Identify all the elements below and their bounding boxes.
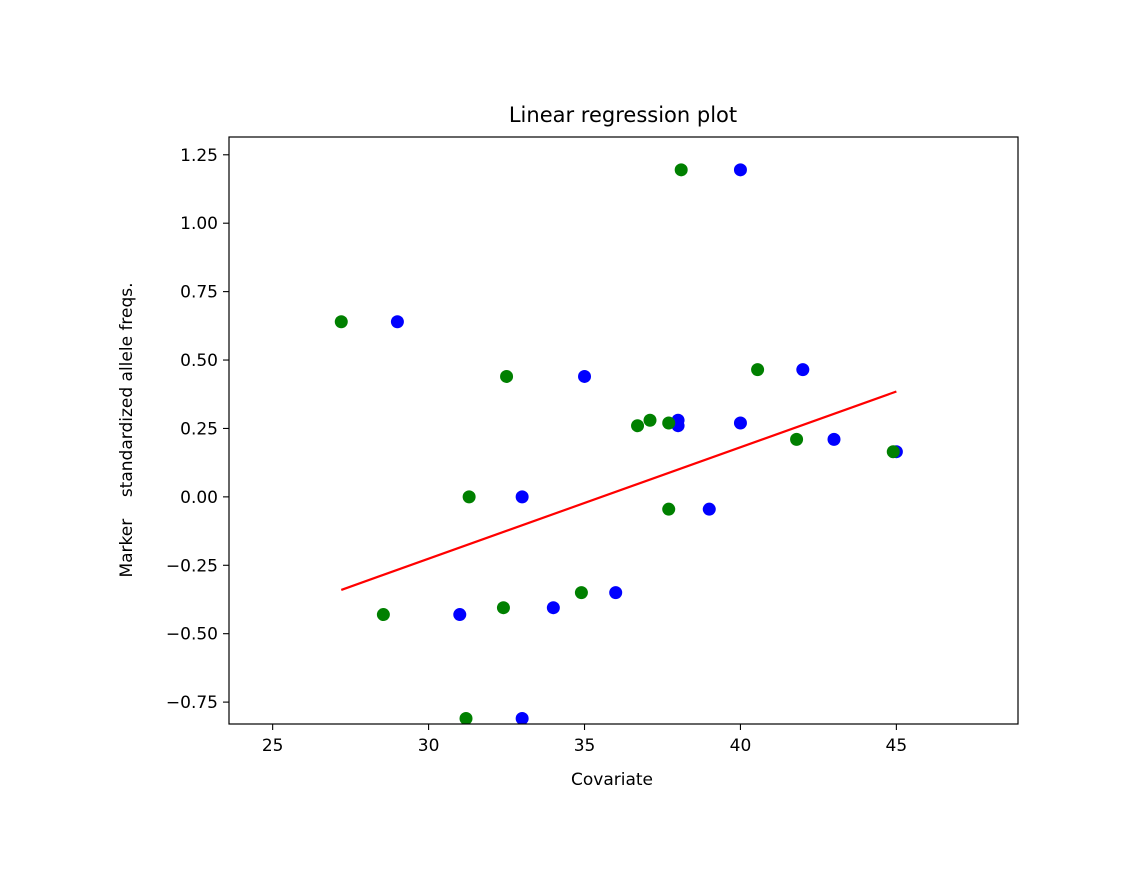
y-tick-label: −0.50 [166, 625, 218, 645]
series-1-point [546, 601, 560, 615]
x-tick-label: 25 [262, 736, 284, 756]
series-1-point [578, 369, 592, 383]
x-tick-label: 45 [886, 736, 908, 756]
y-tick-label: −0.75 [166, 693, 218, 713]
series-2-point [462, 490, 476, 504]
y-axis-title: Marker standardized allele freqs. [117, 282, 137, 577]
series-1-point [515, 712, 529, 724]
series-1-point [390, 315, 404, 329]
series-1-point [515, 490, 529, 504]
x-tick-label: 40 [730, 736, 752, 756]
x-axis-title: Covariate [571, 770, 653, 790]
series-2-point [886, 445, 900, 459]
plot-area-frame [228, 136, 1019, 725]
y-tick-label: 1.00 [180, 214, 218, 234]
series-2-point [334, 315, 348, 329]
series-1-point [453, 608, 467, 622]
y-tick-label: 0.75 [180, 283, 218, 303]
x-tick-label: 35 [574, 736, 596, 756]
y-tick-label: 0.25 [180, 419, 218, 439]
y-tick-label: 0.50 [180, 351, 218, 371]
series-1-point [733, 416, 747, 430]
x-axis: 25 30 35 40 45 [262, 724, 907, 756]
series-2-point [790, 432, 804, 446]
series-2-point [496, 601, 510, 615]
y-tick-label: 0.00 [180, 488, 218, 508]
series-1-point [796, 363, 810, 377]
series-2-point [459, 712, 473, 724]
regression-line [340, 390, 897, 591]
y-tick-label: 1.25 [180, 146, 218, 166]
series-2-point [574, 586, 588, 600]
x-tick-label: 30 [418, 736, 440, 756]
y-axis: −0.75 −0.50 −0.25 0.00 0.25 0.50 0.75 1.00 1.25 [166, 146, 229, 713]
series-1-point [733, 163, 747, 177]
series-2-point [662, 416, 676, 430]
series-1-point [702, 502, 716, 516]
series-2-point [631, 419, 645, 433]
series-2-point [643, 413, 657, 427]
series-2-point [376, 608, 390, 622]
series-2-point [674, 163, 688, 177]
series-1-point [827, 432, 841, 446]
series-2-point [662, 502, 676, 516]
y-tick-label: −0.25 [166, 556, 218, 576]
series-2-point [500, 369, 514, 383]
series-2-point [751, 363, 765, 377]
series-1-point [609, 586, 623, 600]
chart-title: Linear regression plot [509, 103, 737, 127]
